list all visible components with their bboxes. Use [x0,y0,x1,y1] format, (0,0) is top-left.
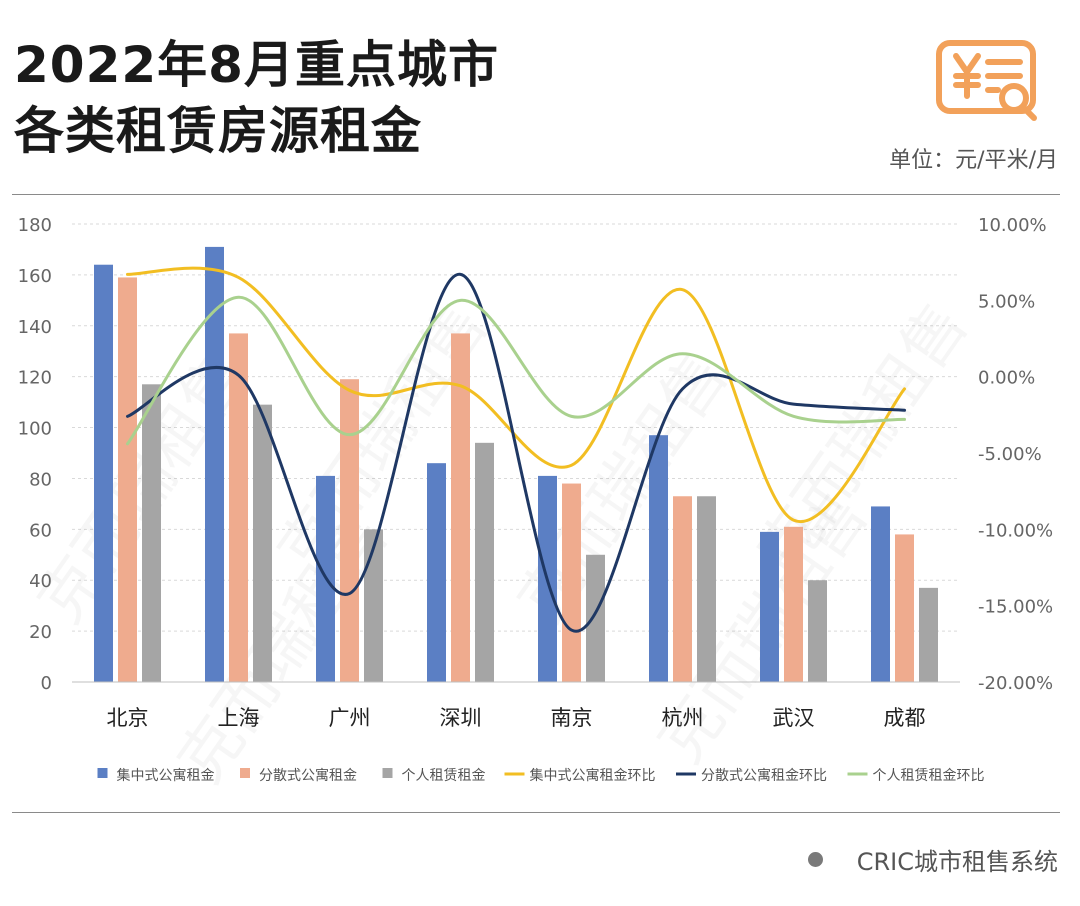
watermark: 克而瑞租售克而瑞租售克而瑞租售克而瑞租售克而瑞租售克而瑞租售 [24,290,982,796]
x-tick-label: 武汉 [773,706,815,730]
source-text: CRIC城市租售系统 [856,848,1058,876]
y-left-tick-label: 60 [29,520,52,541]
bar-s0-1 [205,246,224,682]
x-tick-label: 杭州 [662,706,704,730]
x-tick-label: 北京 [107,706,149,730]
chart-lines [126,266,906,633]
y-right-tick-label: 5.00% [978,291,1035,312]
x-tick-label: 上海 [218,706,260,730]
y-left-tick-label: 80 [29,469,52,490]
legend-marker-bar [97,768,108,778]
y-right-tick-label: -10.00% [978,520,1053,541]
y-left-tick-label: 20 [29,622,52,643]
x-tick-label: 广州 [329,706,371,730]
rent-chart: 克而瑞租售克而瑞租售克而瑞租售克而瑞租售克而瑞租售克而瑞租售 0 20 40 60 80… [18,215,1054,796]
y-left-tick-label: 140 [18,317,52,338]
bar-s2-5 [697,496,716,682]
legend-label: 个人租赁租金环比 [873,768,985,784]
bar-s2-2 [364,529,383,682]
y-right-tick-label: -5.00% [978,444,1042,465]
source-credit: CRIC城市租售系统 [807,842,1058,877]
footer-divider [12,812,1060,813]
x-tick-label: 南京 [551,706,593,730]
bar-s1-2 [340,379,359,682]
bar-s0-3 [427,463,446,682]
bar-s2-7 [919,587,938,682]
bar-s1-6 [784,526,803,682]
bar-s1-0 [118,277,137,682]
bar-s2-6 [808,580,827,682]
header-divider [12,194,1060,195]
bar-s0-0 [94,264,113,682]
line-series-2 [126,295,906,446]
y-left-tick-label: 100 [18,419,52,440]
y-right-tick-label: -15.00% [978,597,1053,618]
y-right-tick-label: 10.00% [978,215,1047,236]
bar-s1-5 [673,496,692,682]
yuan-receipt-search-icon [936,40,1040,122]
legend-marker-bar [382,768,393,778]
bar-s1-1 [229,333,248,682]
legend-label: 个人租赁租金 [402,768,486,784]
legend-label: 分散式公寓租金 [259,767,357,784]
bar-s2-0 [142,384,161,682]
chart-axes: 0 20 40 60 80 100 120 140 160 180 -20.00% -15.00% -1… [18,215,1054,730]
bar-s2-3 [475,442,494,682]
page-title-line2: 各类租赁房源租金 [14,102,422,160]
line-series-0 [126,266,906,524]
chart-legend: 集中式公寓租金 分散式公寓租金 个人租赁租金 集中式公寓租金环比 分散式公寓租金环比 个人… [97,767,985,784]
y-left-tick-label: 180 [18,215,52,236]
y-left-tick-label: 40 [29,571,52,592]
unit-label: 单位：元/平米/月 [889,148,1058,173]
source-dot-icon [807,852,823,867]
bar-s0-7 [871,506,890,682]
bar-s1-7 [895,534,914,682]
bar-s0-5 [649,435,668,682]
y-right-tick-label: 0.00% [978,368,1035,389]
y-right-tick-label: -20.00% [978,673,1053,694]
bar-s0-6 [760,531,779,682]
y-left-tick-label: 120 [18,368,52,389]
legend-label: 集中式公寓租金环比 [530,767,656,784]
y-left-tick-label: 0 [41,673,52,694]
y-left-tick-label: 160 [18,266,52,287]
bar-s1-4 [562,483,581,682]
legend-label: 分散式公寓租金环比 [701,767,827,784]
legend-marker-bar [240,768,250,778]
x-tick-label: 深圳 [440,706,482,730]
bar-s1-3 [451,333,470,682]
legend-label: 集中式公寓租金 [117,767,215,784]
line-series-1 [126,272,906,633]
bar-s2-1 [253,404,272,682]
bar-s2-4 [586,554,605,682]
x-tick-label: 成都 [884,706,926,730]
page-title-line1: 2022年8月重点城市 [14,36,499,94]
